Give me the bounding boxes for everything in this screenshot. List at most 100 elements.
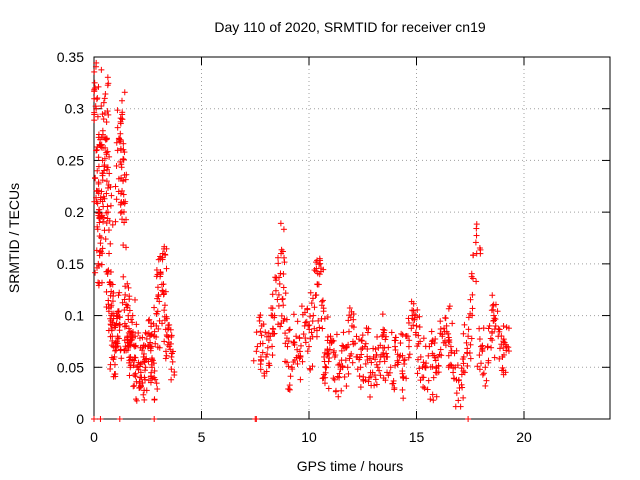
data-point — [95, 163, 102, 170]
data-point — [278, 312, 285, 319]
data-point — [269, 312, 276, 319]
data-point — [447, 361, 454, 368]
data-point — [119, 216, 126, 223]
data-point — [445, 330, 452, 337]
data-point — [107, 240, 114, 247]
data-point — [350, 341, 357, 348]
data-point — [500, 351, 507, 358]
data-point — [334, 373, 341, 380]
data-point — [482, 364, 489, 371]
data-point — [465, 326, 472, 333]
data-point — [435, 363, 442, 370]
data-point — [107, 202, 114, 209]
data-point — [500, 371, 507, 378]
data-point — [275, 302, 282, 309]
data-point — [388, 329, 395, 336]
data-point — [120, 273, 127, 280]
data-point — [340, 329, 347, 336]
data-point — [118, 208, 125, 215]
data-point — [479, 371, 486, 378]
data-point — [421, 385, 428, 392]
data-point — [140, 342, 147, 349]
data-point — [115, 135, 122, 142]
data-point — [476, 325, 483, 332]
data-point — [257, 366, 264, 373]
data-point — [445, 352, 452, 359]
data-point — [113, 320, 120, 327]
data-point — [400, 395, 407, 402]
data-point — [335, 393, 342, 400]
data-point — [155, 325, 162, 332]
data-point — [111, 371, 118, 378]
data-point — [166, 321, 173, 328]
data-point — [296, 334, 303, 341]
data-point — [93, 146, 100, 153]
data-point — [494, 308, 501, 315]
data-point — [152, 340, 159, 347]
data-point — [121, 320, 128, 327]
data-point — [458, 381, 465, 388]
data-point — [480, 370, 487, 377]
data-point — [262, 329, 269, 336]
data-point — [371, 382, 378, 389]
data-point — [453, 390, 460, 397]
data-point — [336, 361, 343, 368]
data-point — [91, 88, 98, 95]
data-point — [132, 296, 139, 303]
data-point — [392, 343, 398, 350]
data-point — [275, 291, 282, 298]
data-point — [99, 145, 106, 152]
data-point — [164, 341, 171, 348]
data-point — [121, 149, 128, 156]
data-point — [343, 383, 350, 390]
data-point — [156, 298, 163, 305]
data-point — [163, 352, 170, 359]
data-point — [112, 183, 119, 190]
zero-point — [253, 416, 260, 422]
data-point — [322, 363, 329, 370]
data-point — [476, 336, 483, 343]
data-point — [148, 361, 155, 368]
data-point — [412, 329, 419, 336]
data-point — [146, 316, 153, 323]
data-point — [410, 300, 417, 307]
data-point — [399, 370, 406, 377]
data-point — [338, 347, 345, 354]
data-point — [118, 174, 125, 181]
data-point — [485, 357, 492, 364]
data-point — [269, 343, 276, 350]
x-tick-label: 0 — [90, 429, 98, 445]
data-point — [318, 315, 325, 322]
data-point — [395, 359, 402, 366]
data-point — [316, 324, 323, 331]
data-point — [103, 178, 110, 185]
data-point — [105, 181, 112, 188]
data-point — [304, 348, 311, 355]
data-point — [321, 353, 328, 360]
data-point — [430, 374, 437, 381]
data-point — [286, 326, 293, 333]
data-point — [105, 308, 112, 315]
data-point — [147, 379, 154, 386]
data-point — [265, 337, 272, 344]
data-point — [437, 318, 444, 325]
data-point — [96, 215, 103, 222]
data-point — [358, 346, 365, 353]
data-point — [392, 347, 399, 354]
data-point — [485, 325, 492, 332]
data-point — [473, 278, 480, 285]
data-point — [420, 335, 427, 342]
data-point — [132, 373, 139, 380]
data-point — [277, 220, 284, 227]
data-point — [463, 339, 470, 346]
data-point — [429, 391, 436, 398]
data-point — [162, 355, 169, 362]
data-points — [91, 59, 512, 422]
data-point — [276, 280, 283, 287]
data-point — [268, 305, 275, 312]
data-point — [91, 117, 98, 124]
data-point — [492, 322, 499, 329]
data-point — [121, 307, 128, 314]
data-point — [100, 218, 107, 225]
data-point — [408, 325, 415, 332]
